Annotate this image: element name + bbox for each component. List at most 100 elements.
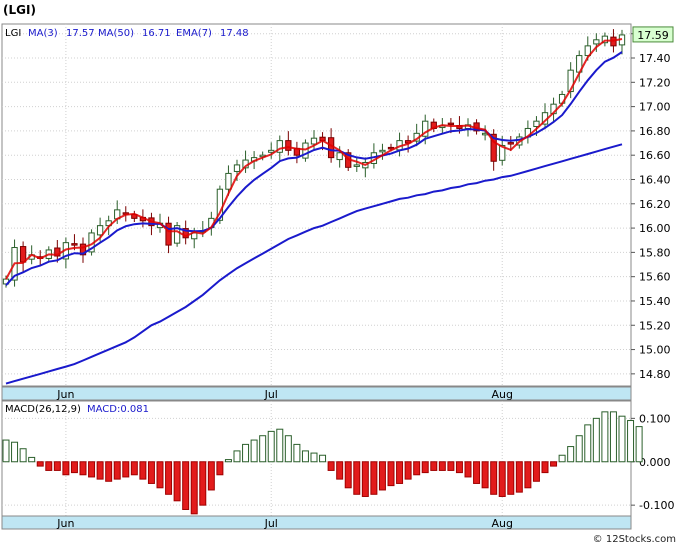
- ema7-line: [5, 51, 623, 286]
- macd-bar-negative: [88, 461, 96, 478]
- macd-bar-negative: [353, 461, 361, 495]
- macd-bar-negative: [36, 461, 44, 467]
- macd-bar-negative: [156, 461, 164, 489]
- macd-bar-negative: [541, 461, 549, 474]
- macd-bar-negative: [207, 461, 215, 491]
- macd-bar-positive: [618, 415, 626, 463]
- macd-bar-positive: [19, 448, 27, 463]
- price-panel: 17.6017.4017.2017.0016.8016.6016.4016.20…: [1, 23, 674, 387]
- macd-bar-negative: [447, 461, 455, 471]
- candle-up: [353, 164, 360, 167]
- macd-bar-negative: [216, 461, 224, 476]
- price-gridlines: [2, 24, 631, 386]
- candle-up: [233, 164, 241, 172]
- watermark: © 12Stocks.com: [593, 534, 676, 545]
- ma50-line: [5, 143, 623, 385]
- candle-down: [507, 142, 514, 145]
- macd-bar-positive: [310, 452, 318, 463]
- price-month-axis: Jun Jul Aug: [1, 386, 632, 401]
- candle-up: [302, 142, 309, 159]
- macd-bar-negative: [370, 461, 378, 495]
- macd-histogram: [2, 411, 643, 515]
- macd-bar-negative: [430, 461, 438, 471]
- macd-bar-negative: [524, 461, 532, 489]
- month-label: Jul: [264, 517, 278, 530]
- macd-bar-negative: [96, 461, 104, 480]
- macd-bar-positive: [319, 454, 327, 463]
- price-y-tick-label: 17.20: [639, 76, 671, 89]
- macd-bar-positive: [567, 446, 575, 463]
- price-y-tick-label: 14.80: [639, 368, 671, 381]
- macd-bar-positive: [558, 454, 566, 463]
- legend-symbol: LGI: [5, 28, 21, 39]
- macd-bar-negative: [507, 461, 515, 495]
- candle-up: [584, 45, 591, 57]
- macd-bar-negative: [139, 461, 147, 480]
- price-y-tick-label: 15.60: [639, 271, 671, 284]
- legend-ma3-label: MA(3): [28, 28, 58, 39]
- macd-bar-negative: [130, 461, 138, 476]
- price-y-tick-label: 16.40: [639, 173, 671, 186]
- macd-bar-negative: [532, 461, 540, 482]
- candle-up: [601, 35, 609, 44]
- macd-bar-negative: [113, 461, 121, 480]
- macd-y-tick-label: 0.000: [639, 456, 671, 469]
- month-label: Aug: [491, 517, 512, 530]
- ma3-line: [5, 38, 623, 280]
- month-label: Aug: [491, 388, 512, 401]
- macd-bar-negative: [53, 461, 61, 471]
- macd-bar-negative: [438, 461, 446, 471]
- legend-ma50-label: MA(50): [98, 28, 134, 39]
- macd-month-axis: Jun Jul Aug: [1, 515, 632, 530]
- macd-bar-negative: [550, 461, 558, 467]
- macd-bar-negative: [396, 461, 404, 484]
- price-y-tick-label: 16.80: [639, 125, 671, 138]
- candle-down: [490, 133, 497, 162]
- macd-bar-negative: [199, 461, 207, 506]
- macd-bar-negative: [455, 461, 463, 474]
- candle-up: [96, 225, 104, 236]
- macd-bar-negative: [421, 461, 429, 474]
- macd-bar-negative: [70, 461, 78, 474]
- macd-bar-negative: [481, 461, 489, 489]
- legend-ema7-label: EMA(7): [176, 28, 212, 39]
- macd-bar-negative: [336, 461, 344, 480]
- macd-bar-negative: [404, 461, 412, 480]
- macd-bar-negative: [105, 461, 113, 482]
- macd-bar-negative: [182, 461, 190, 510]
- macd-bar-positive: [627, 420, 635, 463]
- macd-bar-positive: [267, 430, 275, 463]
- price-y-tick-label: 16.20: [639, 198, 671, 211]
- month-label: Jul: [264, 388, 278, 401]
- macd-bar-positive: [259, 435, 267, 463]
- month-label: Jun: [56, 517, 74, 530]
- candle-up: [310, 137, 318, 145]
- macd-bar-positive: [224, 459, 232, 463]
- macd-bar-positive: [293, 443, 301, 463]
- macd-bar-negative: [190, 461, 198, 515]
- candle-down: [285, 140, 292, 151]
- price-y-tick-label: 16.00: [639, 222, 671, 235]
- macd-bar-negative: [327, 461, 335, 471]
- candle-up: [379, 149, 386, 153]
- month-label: Jun: [56, 388, 74, 401]
- macd-bar-negative: [122, 461, 130, 478]
- macd-bar-negative: [473, 461, 481, 484]
- candle-up: [268, 149, 275, 153]
- macd-title: MACD(26,12,9): [5, 404, 81, 415]
- macd-bar-positive: [284, 435, 292, 463]
- macd-bar-negative: [413, 461, 421, 476]
- macd-y-tick-label: 0.100: [639, 412, 671, 425]
- macd-panel: 0.100 0.000 -0.100 MACD(26,12,9) MACD:0.08…: [1, 400, 674, 517]
- macd-bar-negative: [490, 461, 498, 495]
- candle-down: [447, 122, 455, 126]
- macd-bar-positive: [2, 439, 10, 463]
- price-y-axis: 17.6017.4017.2017.0016.8016.6016.4016.20…: [631, 28, 671, 381]
- ticker-title: (LGI): [3, 3, 36, 17]
- last-price-badge: 17.59: [632, 26, 674, 43]
- macd-bar-negative: [387, 461, 395, 487]
- candle-up: [225, 172, 232, 190]
- macd-bar-positive: [250, 439, 258, 463]
- macd-bar-positive: [592, 417, 600, 463]
